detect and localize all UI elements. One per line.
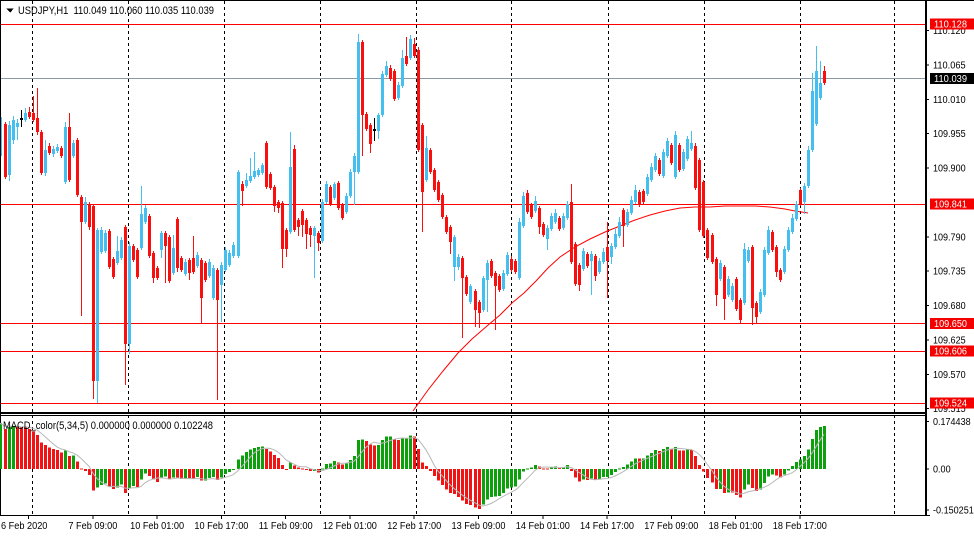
svg-text:110.128: 110.128 xyxy=(934,20,967,31)
svg-text:11 Feb 09:00: 11 Feb 09:00 xyxy=(259,521,313,532)
svg-text:109.625: 109.625 xyxy=(933,335,966,346)
svg-text:13 Feb 09:00: 13 Feb 09:00 xyxy=(452,521,506,532)
svg-text:109.524: 109.524 xyxy=(934,399,967,410)
svg-text:109.955: 109.955 xyxy=(933,129,966,140)
svg-text:110.010: 110.010 xyxy=(933,95,966,106)
svg-text:10 Feb 17:00: 10 Feb 17:00 xyxy=(194,521,248,532)
svg-text:0.00: 0.00 xyxy=(933,465,951,476)
svg-text:0.174438: 0.174438 xyxy=(933,417,971,428)
svg-text:14 Feb 17:00: 14 Feb 17:00 xyxy=(580,521,634,532)
svg-text:110.120: 110.120 xyxy=(933,26,966,37)
svg-text:MACD_color(5,34,5) 0.000000 0.: MACD_color(5,34,5) 0.000000 0.000000 0.1… xyxy=(3,420,213,432)
svg-text:18 Feb 17:00: 18 Feb 17:00 xyxy=(773,521,827,532)
svg-text:12 Feb 01:00: 12 Feb 01:00 xyxy=(323,521,377,532)
svg-text:109.841: 109.841 xyxy=(934,200,967,211)
svg-text:109.680: 109.680 xyxy=(933,301,966,312)
svg-text:17 Feb 09:00: 17 Feb 09:00 xyxy=(644,521,698,532)
svg-text:110.039: 110.039 xyxy=(934,74,967,85)
svg-text:USDJPY,H1 110.049 110.060 110: USDJPY,H1 110.049 110.060 110.035 110.03… xyxy=(18,5,214,17)
svg-text:-0.150251: -0.150251 xyxy=(933,506,974,517)
svg-text:109.650: 109.650 xyxy=(934,319,967,330)
svg-text:7 Feb 09:00: 7 Feb 09:00 xyxy=(68,521,117,532)
svg-text:109.570: 109.570 xyxy=(933,370,966,381)
svg-text:110.065: 110.065 xyxy=(933,60,966,71)
svg-text:109.515: 109.515 xyxy=(933,404,966,415)
svg-text:14 Feb 01:00: 14 Feb 01:00 xyxy=(516,521,570,532)
svg-text:18 Feb 01:00: 18 Feb 01:00 xyxy=(709,521,763,532)
svg-text:109.900: 109.900 xyxy=(933,164,966,175)
svg-text:109.735: 109.735 xyxy=(933,267,966,278)
svg-text:10 Feb 01:00: 10 Feb 01:00 xyxy=(130,521,184,532)
svg-text:12 Feb 17:00: 12 Feb 17:00 xyxy=(387,521,441,532)
svg-text:109.606: 109.606 xyxy=(934,347,967,358)
svg-text:6 Feb 2020: 6 Feb 2020 xyxy=(1,521,48,532)
svg-text:109.790: 109.790 xyxy=(933,232,966,243)
